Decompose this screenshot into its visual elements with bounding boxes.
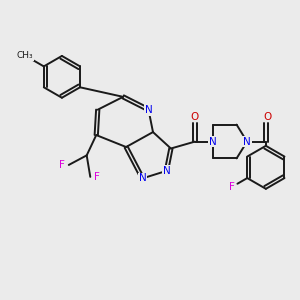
Text: F: F: [94, 172, 100, 182]
Text: O: O: [263, 112, 272, 122]
Text: N: N: [139, 173, 146, 183]
Text: CH₃: CH₃: [17, 51, 34, 60]
Text: N: N: [163, 166, 170, 176]
Text: N: N: [243, 136, 251, 147]
Text: F: F: [59, 160, 65, 170]
Text: N: N: [209, 136, 217, 147]
Text: F: F: [229, 182, 235, 192]
Text: O: O: [191, 112, 199, 122]
Text: N: N: [145, 105, 152, 115]
